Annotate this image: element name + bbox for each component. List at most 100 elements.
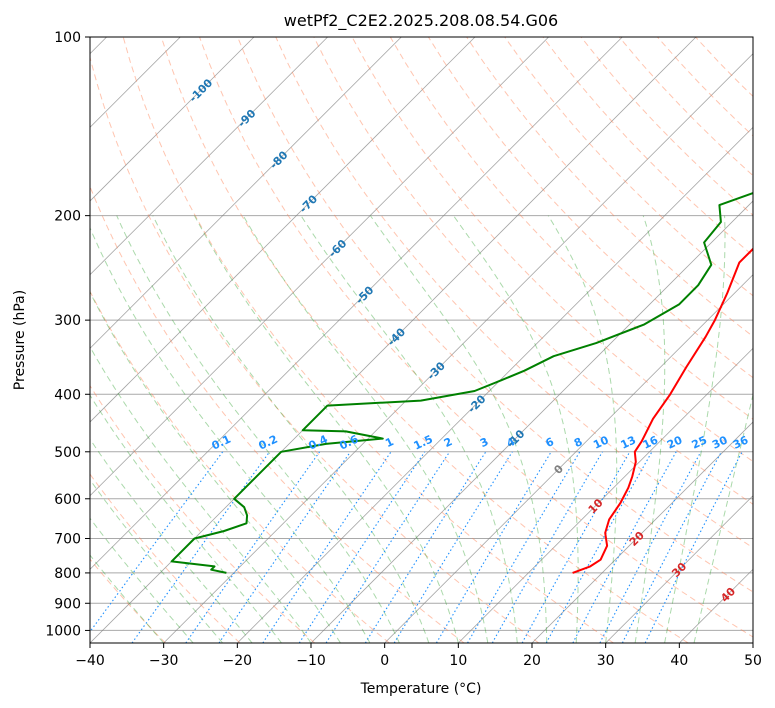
- mixing-ratio-line: [521, 451, 631, 643]
- plot-frame: [89, 36, 754, 644]
- isotherm-label: -20: [465, 392, 488, 415]
- x-tick-label: 30: [597, 653, 615, 669]
- moist-adiabat-line: [90, 478, 223, 643]
- mixing-ratio-label: 3: [478, 435, 490, 450]
- background-lines: [90, 37, 753, 643]
- mixing-ratio-line: [435, 451, 552, 643]
- mixing-ratio-label: 6: [544, 435, 557, 450]
- dry-adiabat-line: [427, 37, 753, 379]
- isotherm-line: [384, 274, 753, 643]
- mixing-ratio-label: 1: [383, 435, 395, 450]
- x-tick-label: 10: [449, 653, 467, 669]
- isotherm-line: [90, 37, 328, 276]
- mixing-ratio-line: [90, 451, 224, 633]
- dry-adiabat-line: [90, 55, 540, 643]
- labels-layer: 0.1 0.2 0.4 0.6 1 1.5 2 3 4 6 8 10 13 16 20 25 30 36-100-…: [187, 76, 751, 605]
- x-tick-label: −20: [223, 653, 253, 669]
- y-tick-label: 900: [54, 596, 81, 612]
- moist-adiabat-label: 40: [718, 585, 738, 605]
- x-tick-label: 0: [380, 653, 389, 669]
- mixing-ratio-line: [218, 451, 351, 643]
- dry-adiabat-line: [466, 37, 753, 338]
- moist-adiabat-line: [90, 226, 371, 643]
- isotherm-label: -80: [267, 148, 290, 171]
- dry-adiabat-line: [90, 384, 316, 643]
- mixing-ratio-line: [364, 451, 487, 643]
- moist-adiabat-line: [90, 438, 253, 643]
- dry-adiabat-line: [90, 290, 390, 643]
- mixing-ratio-label: 16: [641, 433, 661, 451]
- mixing-ratio-label: 8: [572, 435, 584, 450]
- dewpoint-profile: [170, 191, 753, 574]
- mixing-ratio-line: [185, 451, 321, 643]
- moist-adiabat-line: [90, 345, 312, 643]
- mixing-ratio-line: [572, 451, 677, 643]
- mixing-ratio-label: 36: [731, 433, 751, 451]
- dry-adiabat-line: [504, 37, 753, 297]
- y-axis-label: Pressure (hPa): [12, 290, 28, 390]
- mixing-ratio-label: 20: [665, 433, 685, 451]
- isotherm-line: [90, 37, 549, 497]
- moist-adiabat-label: 30: [669, 560, 689, 580]
- moist-adiabat-line: [90, 394, 282, 643]
- mixing-ratio-label: 10: [591, 433, 611, 451]
- isotherm-line: [531, 421, 753, 643]
- isotherm-line: [90, 37, 402, 349]
- isotherm-label: -90: [235, 107, 258, 130]
- mixing-ratio-label: 13: [619, 433, 638, 451]
- y-tick-label: 500: [54, 445, 81, 461]
- moist-adiabat-line: [242, 215, 489, 643]
- y-tick-label: 100: [54, 30, 81, 46]
- y-tick-label: 400: [54, 387, 81, 403]
- mixing-ratio-line: [545, 451, 653, 643]
- isotherm-line: [752, 642, 753, 643]
- dry-adiabat-line: [199, 37, 753, 638]
- isotherm-line: [605, 495, 753, 643]
- mixing-ratio-label: 30: [710, 433, 730, 451]
- mixing-ratio-label: 2: [442, 435, 454, 450]
- x-axis-label: Temperature (°C): [360, 681, 482, 697]
- temperature-profile: [572, 247, 753, 574]
- moist-adiabat-line: [634, 215, 666, 643]
- dry-adiabat-line: [90, 473, 241, 643]
- isotherm-label: -70: [297, 192, 320, 215]
- moist-adiabat-line: [194, 215, 459, 643]
- dry-adiabat-line: [160, 37, 689, 643]
- dry-adiabat-line: [313, 37, 753, 505]
- dry-adiabat-line: [237, 37, 753, 593]
- isotherm-label: -100: [187, 76, 216, 105]
- x-tick-label: 50: [744, 653, 762, 669]
- y-axis: 100 200 300 400 500 600 700 800 900 1000: [45, 30, 90, 639]
- dry-adiabat-line: [580, 37, 753, 216]
- mixing-ratio-label: 25: [690, 433, 709, 451]
- isotherm-label: 0: [551, 462, 566, 477]
- moist-adiabat-line: [90, 554, 165, 643]
- chart-title: wetPf2_C2E2.2025.208.08.54.G06: [284, 11, 558, 31]
- x-tick-label: −10: [296, 653, 326, 669]
- mixing-ratio-label: 1.5: [412, 433, 435, 453]
- dry-adiabat-line: [351, 37, 753, 463]
- isotherm-line: [90, 37, 476, 423]
- dry-adiabat-line: [122, 37, 614, 643]
- x-tick-label: 40: [670, 653, 688, 669]
- y-tick-label: 800: [54, 566, 81, 582]
- x-tick-label: −30: [149, 653, 179, 669]
- isotherm-line: [458, 347, 753, 643]
- dry-adiabat-line: [275, 37, 753, 549]
- mixing-ratio-label: 0.1: [210, 433, 233, 453]
- x-axis: −40 −30 −20 −10 0 10 20 30 40 50: [75, 643, 762, 669]
- isotherm-line: [90, 37, 255, 202]
- mixing-ratio-label: 0.4: [307, 432, 330, 452]
- moist-adiabat-line: [693, 392, 753, 643]
- x-tick-label: 20: [523, 653, 541, 669]
- moist-adiabat-line: [90, 517, 194, 643]
- moist-adiabat-label: 20: [627, 529, 647, 549]
- dry-adiabat-line: [389, 37, 753, 420]
- mixing-ratio-line: [644, 451, 743, 643]
- isotherm-line: [310, 200, 753, 643]
- y-tick-label: 600: [54, 492, 81, 508]
- x-tick-label: −40: [75, 653, 105, 669]
- y-tick-label: 200: [54, 209, 81, 225]
- dry-adiabat-line: [657, 37, 753, 137]
- moist-adiabat-line: [369, 215, 548, 643]
